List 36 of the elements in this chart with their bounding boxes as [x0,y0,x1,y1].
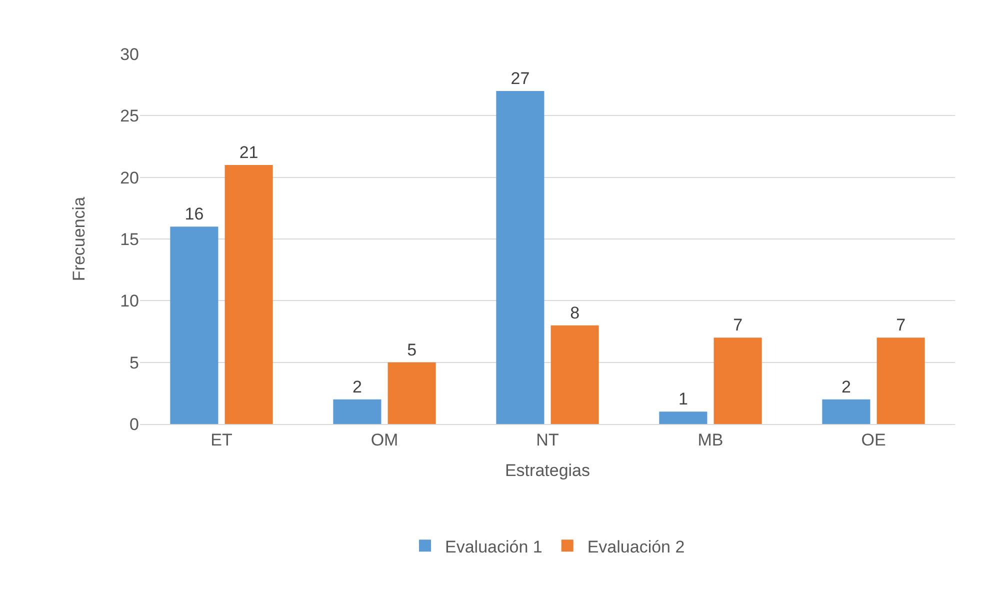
bar [170,226,218,424]
y-tick-label: 0 [130,414,139,434]
bar [224,165,273,424]
x-tick-label: NT [536,430,559,450]
y-tick-label: 5 [130,353,139,372]
y-tick-label: 20 [120,168,139,188]
y-tick-label: 15 [120,230,139,249]
x-tick-label: OE [861,430,886,450]
data-label: 16 [184,204,204,224]
x-tick-label: MB [698,430,724,450]
legend-label: Evaluación 2 [587,537,685,556]
bar [714,338,762,424]
data-label: 2 [841,377,851,396]
data-label: 2 [352,377,362,396]
bar [496,91,544,424]
x-axis-title: Estrategias [504,460,590,480]
bar [659,412,708,424]
data-label: 8 [570,303,580,322]
y-tick-label: 30 [120,44,139,64]
bar [876,338,925,424]
bar [822,399,870,424]
data-label: 7 [896,316,906,335]
bar [333,399,382,424]
y-tick-label: 10 [120,292,139,311]
bar [388,362,436,424]
x-tick-label: ET [210,430,232,450]
y-tick-label: 25 [120,106,139,126]
data-label: 7 [733,316,743,335]
data-label: 21 [239,143,258,162]
data-label: 1 [678,390,688,409]
data-label: 27 [510,69,530,88]
legend-label: Evaluación 1 [445,537,542,556]
y-axis-title: Frecuencia [70,196,89,282]
x-tick-label: OM [370,430,398,450]
bar [550,325,599,424]
data-label: 5 [407,340,417,360]
